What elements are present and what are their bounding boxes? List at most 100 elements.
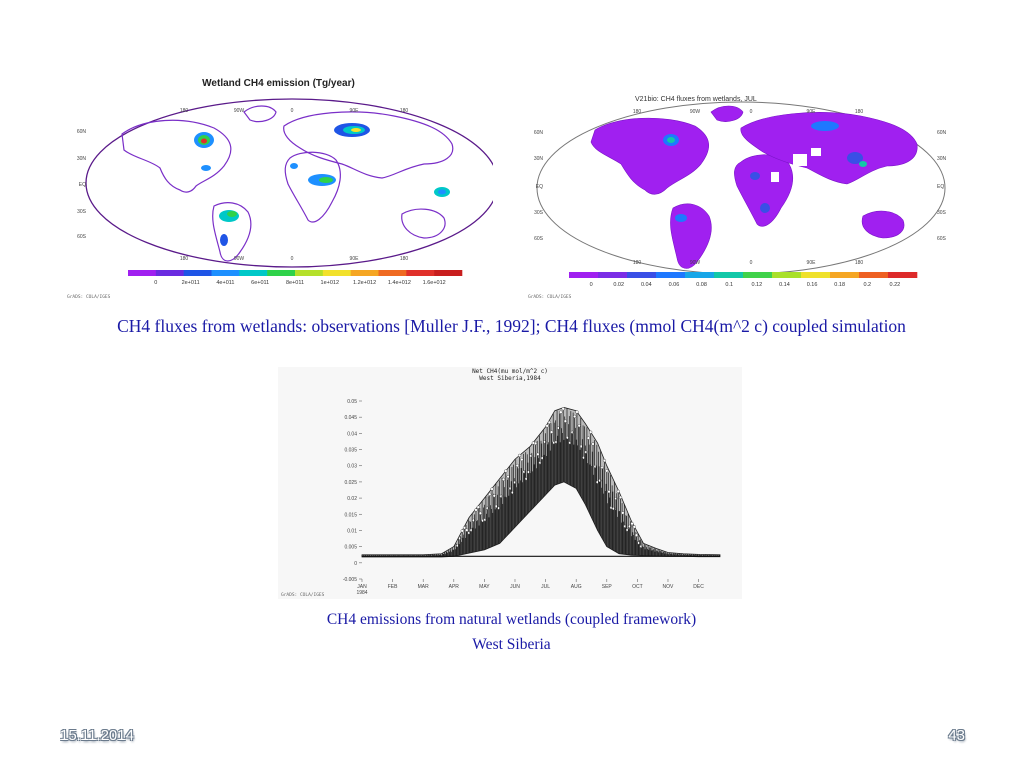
right-legend-swatch — [656, 272, 686, 278]
chart-series-marker — [492, 494, 496, 498]
right-legend-label: 0.16 — [807, 282, 818, 288]
left-legend-swatch — [211, 270, 240, 276]
right-legend-label: 0.14 — [779, 282, 790, 288]
chart-x-tick-label: NOV — [663, 584, 675, 590]
right-legend-swatch — [569, 272, 599, 278]
chart-series-marker — [547, 420, 552, 425]
chart-plot-area — [361, 407, 721, 558]
left-lon-label-bottom: 90E — [350, 256, 360, 262]
chart-y-tick-label: 0.025 — [344, 480, 357, 486]
right-legend-label: 0.02 — [613, 282, 624, 288]
left-lon-labels-top: 180 90W 0 90E 180 — [180, 108, 409, 114]
left-legend-swatch — [183, 270, 212, 276]
left-legend-swatch — [239, 270, 268, 276]
chart-y-tick-label: 0.005 — [344, 545, 357, 551]
right-legend-swatch — [888, 272, 918, 278]
left-lon-label-top: 180 — [180, 108, 189, 114]
caption-bottom-line-2: West Siberia — [472, 636, 551, 653]
left-legend-label: 0 — [154, 280, 157, 286]
chart-x-year-label: 1984 — [356, 590, 367, 596]
right-legend-swatch — [859, 272, 889, 278]
chart-series-marker — [515, 463, 519, 468]
left-lon-label-bottom: 90W — [234, 256, 245, 262]
chart-y-tick-label: 0.035 — [344, 448, 357, 454]
chart-y-tick-label: 0.04 — [347, 431, 357, 437]
chart-series-marker — [621, 511, 625, 515]
chart-series-marker — [605, 469, 609, 473]
chart-x-tick-label: JAN — [357, 584, 367, 590]
left-lon-label-bottom: 180 — [180, 256, 189, 262]
right-lon-label-bottom: 0 — [750, 260, 753, 266]
right-lat-label-left: 60N — [534, 130, 544, 136]
chart-y-tick-label: 0.015 — [344, 512, 357, 518]
right-lat-labels-right: 60N 30N EQ 30S 60S — [937, 130, 947, 242]
right-lon-label-bottom: 180 — [855, 260, 864, 266]
right-lat-label-right: 60S — [937, 236, 947, 242]
chart-x-tick-label: AUG — [571, 584, 582, 590]
left-legend-label: 6e+011 — [251, 280, 269, 286]
right-lat-label-left: 30S — [534, 210, 544, 216]
left-lat-label-left: 60N — [77, 129, 87, 135]
left-lon-label-bottom: 0 — [291, 256, 294, 262]
chart-subtitle: West Siberia,1984 — [479, 375, 541, 382]
left-legend-label: 8e+011 — [286, 280, 304, 286]
left-legend-label: 1.6e+012 — [423, 280, 446, 286]
chart-x-tick-label: OCT — [632, 584, 643, 590]
caption-bottom-line-1: CH4 emissions from natural wetlands (cou… — [326, 611, 697, 628]
right-lon-label-top: 0 — [750, 109, 753, 115]
right-legend-label: 0 — [590, 282, 593, 288]
chart-x-tick-label: DEC — [693, 584, 704, 590]
chart-series-marker — [632, 525, 636, 529]
chart-x-tick-label: APR — [449, 584, 460, 590]
right-hotspots — [663, 121, 867, 222]
chart-series-marker — [506, 475, 510, 479]
chart-series-marker — [550, 430, 554, 434]
right-world-map: 180 90W 0 90E 180 60N 30N EQ 30S 60S 60N 30N EQ 30S… — [534, 101, 947, 288]
right-lat-label-right: EQ — [937, 184, 944, 190]
left-lat-label-left: 30N — [77, 156, 87, 162]
left-lat-label-left: EQ — [79, 182, 86, 188]
right-lon-labels-top: 180 90W 0 90E 180 — [633, 109, 864, 115]
right-map-credit: GrADS: COLA/IGES — [528, 295, 572, 300]
right-lon-label-bottom: 180 — [633, 260, 642, 266]
left-legend-swatch — [267, 270, 296, 276]
chart-series-marker — [591, 442, 595, 446]
left-map-title: Wetland CH4 emission (Tg/year) — [202, 78, 355, 89]
chart-series-marker — [616, 489, 620, 493]
left-legend-swatch — [350, 270, 379, 276]
chart-series-marker — [618, 495, 623, 499]
right-lat-label-right: 30S — [937, 210, 947, 216]
left-legend-swatch — [406, 270, 435, 276]
right-legend-swatch — [743, 272, 773, 278]
ch4-time-series-chart: Net CH4(mu mol/m^2 c) West Siberia,1984 … — [343, 368, 721, 596]
left-lat-labels-left: 60N 30N EQ 30S 60S — [77, 129, 87, 240]
footer-page-number: 43 — [948, 727, 965, 744]
chart-series-marker — [630, 522, 634, 526]
right-map-panel: V21bio: CH4 fluxes from wetlands, JUL — [525, 68, 957, 300]
right-lon-labels-bottom: 180 90W 0 90E 180 — [633, 260, 864, 266]
left-coastlines — [121, 105, 454, 262]
right-lat-label-left: 60S — [534, 236, 544, 242]
right-lon-label-top: 90W — [690, 109, 701, 115]
chart-series-marker — [563, 419, 568, 423]
left-legend-label: 1e+012 — [321, 280, 340, 286]
chart-series-marker — [589, 430, 593, 434]
caption-top: CH4 fluxes from wetlands: observations [… — [117, 316, 906, 336]
left-legend-label: 4e+011 — [216, 280, 234, 286]
chart-series-marker — [545, 424, 549, 428]
left-lat-label-left: 60S — [77, 234, 87, 240]
chart-credit: GrADS: COLA/IGES — [281, 593, 325, 598]
right-land-gaps — [771, 148, 821, 182]
chart-y-tick-label: 0.02 — [347, 496, 357, 502]
chart-series-marker — [586, 436, 591, 440]
chart-series-marker — [488, 492, 492, 496]
chart-x-tick-label: SEP — [602, 584, 613, 590]
chart-series-marker — [501, 477, 506, 481]
right-legend-swatch — [801, 272, 831, 278]
chart-y-tick-label: 0.01 — [347, 528, 357, 534]
time-series-panel: Net CH4(mu mol/m^2 c) West Siberia,1984 … — [278, 367, 742, 599]
left-legend-swatch — [322, 270, 351, 276]
right-lat-label-left: 30N — [534, 156, 544, 162]
chart-y-tick-label: 0.045 — [344, 415, 357, 421]
chart-series-marker — [460, 529, 464, 533]
